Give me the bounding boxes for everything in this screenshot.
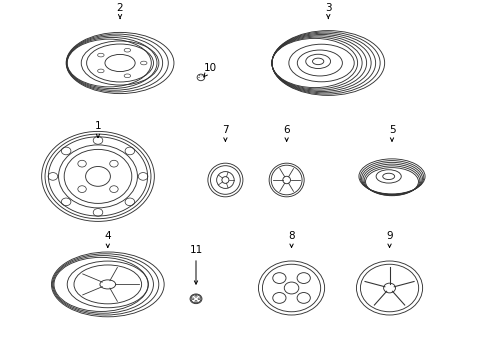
Text: 10: 10: [204, 63, 217, 77]
Text: 7: 7: [222, 125, 229, 141]
Text: 4: 4: [104, 231, 111, 247]
Text: 3: 3: [325, 3, 332, 18]
Text: 6: 6: [283, 125, 290, 141]
Text: 2: 2: [117, 3, 123, 18]
Text: 8: 8: [288, 231, 295, 247]
Text: 5: 5: [389, 125, 395, 141]
Text: 11: 11: [189, 245, 203, 284]
Text: 9: 9: [386, 231, 393, 247]
Text: 1: 1: [95, 121, 101, 138]
